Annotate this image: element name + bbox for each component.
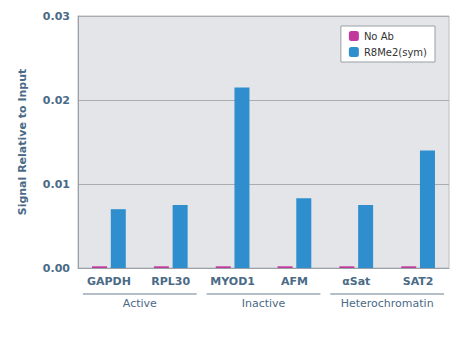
svg-text:R8Me2(sym): R8Me2(sym) <box>364 47 427 58</box>
svg-text:0.03: 0.03 <box>43 10 70 23</box>
svg-text:αSat: αSat <box>342 275 370 288</box>
svg-text:GAPDH: GAPDH <box>87 275 131 288</box>
svg-text:Heterochromatin: Heterochromatin <box>341 297 434 310</box>
svg-text:0.00: 0.00 <box>43 262 70 275</box>
svg-text:Inactive: Inactive <box>242 297 286 310</box>
svg-text:Active: Active <box>123 297 157 310</box>
svg-text:0.01: 0.01 <box>43 178 70 191</box>
svg-text:SAT2: SAT2 <box>403 275 434 288</box>
svg-text:No Ab: No Ab <box>364 31 394 42</box>
svg-text:MYOD1: MYOD1 <box>210 275 255 288</box>
svg-text:AFM: AFM <box>281 275 308 288</box>
svg-text:0.02: 0.02 <box>43 94 70 107</box>
svg-text:Signal Relative to Input: Signal Relative to Input <box>16 69 29 216</box>
svg-text:RPL30: RPL30 <box>151 275 190 288</box>
